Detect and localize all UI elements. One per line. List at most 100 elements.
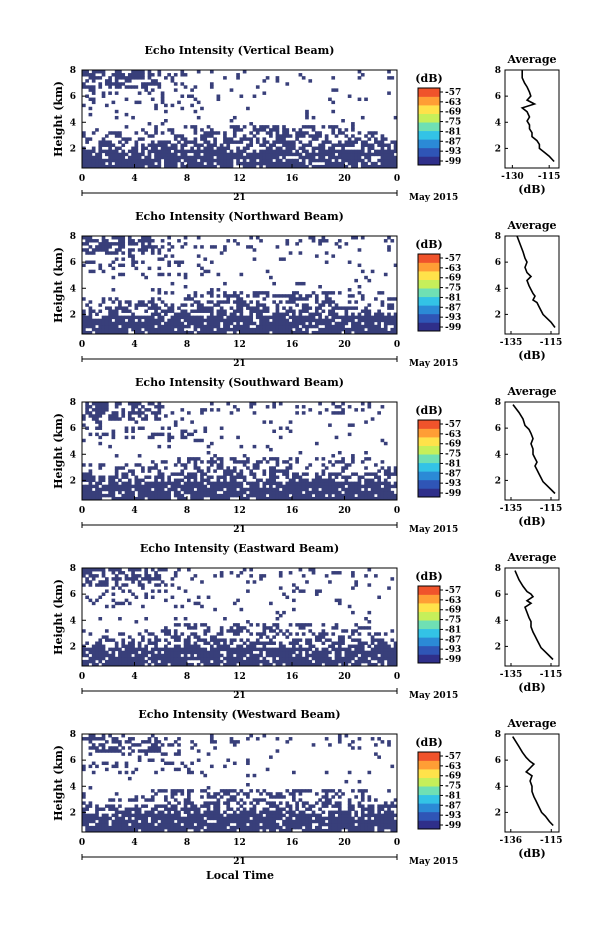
heatmap-cell: [331, 150, 335, 153]
heatmap-cell: [351, 460, 355, 463]
heatmap-cell: [108, 162, 112, 165]
heatmap-cell: [387, 316, 391, 319]
heatmap-cell: [95, 491, 99, 494]
heatmap-cell: [128, 635, 132, 638]
heatmap-cell: [102, 826, 106, 829]
heatmap-cell: [256, 488, 260, 491]
heatmap-cell: [148, 73, 152, 76]
profile-frame: [505, 70, 559, 168]
heatmap-cell: [259, 310, 263, 313]
heatmap-cell: [253, 488, 257, 491]
profile-y-tick-label: 2: [495, 476, 501, 486]
heatmap-cell: [331, 76, 335, 79]
heatmap-cell: [325, 660, 329, 663]
heatmap-cell: [144, 408, 148, 411]
heatmap-cell: [377, 310, 381, 313]
heatmap-cell: [318, 820, 322, 823]
heatmap-cell: [131, 254, 135, 257]
heatmap-cell: [108, 306, 112, 309]
heatmap-cell: [121, 273, 125, 276]
heatmap-cell: [322, 310, 326, 313]
heatmap-cell: [236, 482, 240, 485]
heatmap-cell: [266, 479, 270, 482]
heatmap-cell: [276, 245, 280, 248]
heatmap-cell: [95, 128, 99, 131]
heatmap-cell: [269, 602, 273, 605]
heatmap-cell: [348, 660, 352, 663]
heatmap-cell: [351, 313, 355, 316]
heatmap-cell: [220, 823, 224, 826]
heatmap-cell: [233, 476, 237, 479]
heatmap-cell: [92, 261, 96, 264]
heatmap-cell: [203, 270, 207, 273]
heatmap-cell: [331, 571, 335, 574]
heatmap-cell: [328, 310, 332, 313]
colorbar-tick-label: -69: [445, 274, 461, 284]
heatmap-cell: [154, 488, 158, 491]
heatmap-cell: [121, 654, 125, 657]
panel-1: Echo Intensity (Vertical Beam)2468Height…: [52, 44, 560, 203]
heatmap-cell: [164, 291, 168, 294]
heatmap-cell: [154, 414, 158, 417]
heatmap-cell: [190, 626, 194, 629]
heatmap-cell: [105, 402, 109, 405]
heatmap-cell: [348, 137, 352, 140]
heatmap-cell: [141, 577, 145, 580]
heatmap-cell: [177, 485, 181, 488]
heatmap-cell: [338, 651, 342, 654]
heatmap-cell: [95, 808, 99, 811]
heatmap-cell: [381, 826, 385, 829]
heatmap-cell: [256, 306, 260, 309]
heatmap-cell: [105, 826, 109, 829]
heatmap-cell: [157, 589, 161, 592]
heatmap-cell: [223, 156, 227, 159]
heatmap-cell: [341, 319, 345, 322]
heatmap-cell: [318, 817, 322, 820]
heatmap-cell: [131, 469, 135, 472]
heatmap-cell: [112, 261, 116, 264]
heatmap-cell: [240, 482, 244, 485]
heatmap-cell: [92, 270, 96, 273]
heatmap-cell: [171, 325, 175, 328]
heatmap-cell: [148, 408, 152, 411]
heatmap-cell: [266, 808, 270, 811]
heatmap-cell: [141, 823, 145, 826]
heatmap-cell: [325, 491, 329, 494]
heatmap-cell: [289, 804, 293, 807]
heatmap-cell: [315, 635, 319, 638]
heatmap-cell: [302, 623, 306, 626]
heatmap-cell: [194, 457, 198, 460]
heatmap-cell: [381, 654, 385, 657]
heatmap-cell: [135, 101, 139, 104]
heatmap-cell: [138, 660, 142, 663]
heatmap-cell: [299, 282, 303, 285]
heatmap-cell: [151, 482, 155, 485]
heatmap-cell: [371, 491, 375, 494]
heatmap-cell: [331, 472, 335, 475]
heatmap-cell: [213, 469, 217, 472]
heatmap-cell: [272, 469, 276, 472]
heatmap-cell: [177, 325, 181, 328]
heatmap-cell: [190, 820, 194, 823]
heatmap-cell: [292, 491, 296, 494]
heatmap-cell: [374, 574, 378, 577]
heatmap-cell: [354, 150, 358, 153]
heatmap-cell: [384, 319, 388, 322]
heatmap-cell: [322, 491, 326, 494]
colorbar-tick-label: -75: [445, 616, 461, 626]
heatmap-cell: [141, 316, 145, 319]
heatmap-cell: [151, 436, 155, 439]
heatmap-cell: [230, 485, 234, 488]
heatmap-cell: [161, 131, 165, 134]
heatmap-cell: [89, 107, 93, 110]
heatmap-cell: [85, 325, 89, 328]
heatmap-cell: [102, 91, 106, 94]
heatmap-cell: [354, 638, 358, 641]
heatmap-cell: [197, 651, 201, 654]
heatmap-cell: [141, 804, 145, 807]
heatmap-cell: [371, 328, 375, 331]
heatmap-cell: [262, 626, 266, 629]
heatmap-cell: [233, 814, 237, 817]
heatmap-cell: [240, 571, 244, 574]
heatmap-cell: [338, 571, 342, 574]
